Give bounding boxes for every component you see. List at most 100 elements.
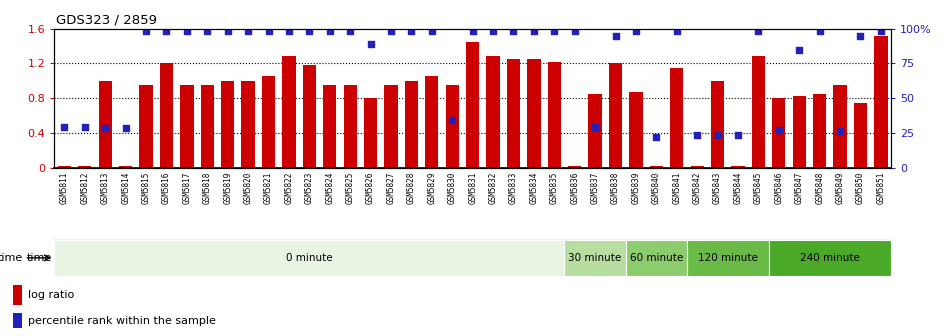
Point (853, 33, 868, 38)
Point (750, 29, 766, 34)
Bar (99, 81, 112, 168)
Point (77, 124, 92, 130)
FancyBboxPatch shape (768, 240, 891, 276)
Bar (201, 85, 214, 168)
Bar (384, 85, 398, 168)
Text: 240 minute: 240 minute (800, 253, 860, 263)
Bar (690, 166, 704, 168)
Point (812, 29, 827, 34)
Text: time: time (0, 253, 23, 263)
Bar (323, 85, 337, 168)
Point (485, 29, 500, 34)
Bar (242, 81, 255, 168)
Bar (548, 62, 561, 168)
Text: 60 minute: 60 minute (630, 253, 683, 263)
Point (832, 129, 847, 134)
Text: GSM5813: GSM5813 (101, 172, 109, 204)
Text: GSM5830: GSM5830 (448, 172, 456, 204)
Bar (160, 64, 173, 168)
Point (363, 42, 378, 47)
Text: GSM5848: GSM5848 (815, 172, 825, 204)
Text: GSM5817: GSM5817 (183, 172, 191, 204)
Text: GSM5829: GSM5829 (427, 172, 437, 204)
Point (322, 29, 338, 34)
Point (383, 29, 398, 34)
Text: 120 minute: 120 minute (698, 253, 758, 263)
Point (445, 117, 460, 123)
Text: GSM5850: GSM5850 (856, 172, 865, 204)
Point (342, 29, 358, 34)
Point (873, 29, 888, 34)
Point (506, 29, 521, 34)
Point (200, 29, 215, 34)
Text: GSM5814: GSM5814 (121, 172, 130, 204)
Text: GSM5827: GSM5827 (386, 172, 396, 204)
Point (404, 29, 419, 34)
Text: GSM5828: GSM5828 (407, 172, 416, 204)
Text: GSM5839: GSM5839 (631, 172, 640, 204)
Point (159, 29, 174, 34)
FancyBboxPatch shape (565, 240, 626, 276)
Text: GSM5821: GSM5821 (264, 172, 273, 204)
Bar (466, 42, 479, 168)
Text: GSM5842: GSM5842 (692, 172, 702, 204)
Bar (78, 166, 91, 168)
Text: GSM5836: GSM5836 (571, 172, 579, 204)
Bar (302, 65, 316, 168)
Bar (792, 96, 805, 168)
Point (689, 132, 705, 137)
Bar (630, 92, 643, 168)
Point (261, 29, 276, 34)
Bar (343, 85, 357, 168)
Point (301, 29, 317, 34)
Bar (119, 166, 132, 168)
Text: GSM5837: GSM5837 (591, 172, 600, 204)
Bar (772, 98, 786, 168)
Text: GDS323 / 2859: GDS323 / 2859 (56, 14, 157, 27)
Text: 30 minute: 30 minute (569, 253, 622, 263)
Bar (609, 64, 622, 168)
Bar (58, 166, 71, 168)
Text: GSM5811: GSM5811 (60, 172, 68, 204)
Bar (13, 313, 22, 328)
Text: percentile rank within the sample: percentile rank within the sample (28, 316, 216, 326)
Bar (446, 85, 459, 168)
Point (98, 125, 113, 131)
Bar (874, 36, 887, 168)
Bar (854, 102, 867, 168)
Point (220, 29, 235, 34)
Point (57, 124, 72, 129)
Bar (731, 166, 745, 168)
Text: GSM5834: GSM5834 (530, 172, 538, 204)
Text: GSM5818: GSM5818 (203, 172, 212, 204)
Text: GSM5841: GSM5841 (672, 172, 681, 204)
Point (567, 29, 582, 34)
Text: log ratio: log ratio (28, 290, 74, 300)
FancyBboxPatch shape (54, 240, 565, 276)
Bar (181, 85, 193, 168)
Bar (752, 56, 765, 168)
Text: GSM5831: GSM5831 (468, 172, 477, 204)
Point (526, 29, 541, 34)
Text: GSM5845: GSM5845 (754, 172, 763, 204)
Point (629, 29, 644, 34)
Bar (813, 94, 826, 168)
Bar (13, 285, 22, 305)
Text: GSM5847: GSM5847 (795, 172, 804, 204)
Text: GSM5832: GSM5832 (489, 172, 497, 204)
Point (180, 29, 195, 34)
Bar (221, 81, 234, 168)
Bar (282, 56, 296, 168)
Text: GSM5840: GSM5840 (651, 172, 661, 204)
Text: GSM5843: GSM5843 (713, 172, 722, 204)
Bar (140, 85, 153, 168)
Bar (507, 59, 520, 168)
Bar (589, 94, 602, 168)
Bar (527, 59, 540, 168)
Point (670, 29, 685, 34)
Bar (262, 77, 275, 168)
Point (118, 125, 133, 131)
Bar (711, 81, 725, 168)
Point (465, 29, 480, 34)
Bar (670, 68, 684, 168)
